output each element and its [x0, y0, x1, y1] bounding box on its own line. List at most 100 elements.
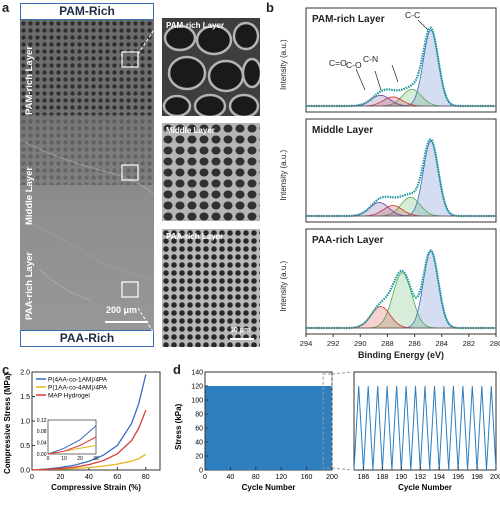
- inset-y-tick-label: 0.08: [37, 429, 47, 435]
- y-tick-label: 40: [195, 440, 203, 447]
- y-tick-label: 140: [191, 370, 203, 377]
- zoom-connector: [331, 371, 353, 375]
- zoom-x-tick-label: 194: [433, 474, 445, 481]
- xps-peak-annotation: C=O: [329, 58, 347, 68]
- inset-x-tick-label: 20: [77, 456, 83, 462]
- annotation-arrow: [391, 64, 399, 83]
- y-tick-label: 60: [195, 426, 203, 433]
- x-tick-label: 0: [203, 474, 207, 481]
- series-line: [31, 374, 147, 471]
- y-tick-label: 100: [191, 398, 203, 405]
- inset-y-tick-label: 0.00: [37, 452, 47, 458]
- xps-peak-annotation: C-N: [363, 54, 378, 64]
- xps-x-tick-label: 282: [463, 339, 476, 348]
- zoom-stress-line: [353, 385, 497, 471]
- y-tick-label: 20: [195, 454, 203, 461]
- zoom-label-paa: PAA-rich Layer: [166, 232, 224, 241]
- scale-bar-zoom-label: 10 μm: [230, 327, 251, 334]
- y-tick-label: 80: [195, 412, 203, 419]
- zoom-region-box: [322, 373, 333, 469]
- xps-peak-component: [306, 29, 496, 107]
- cyclic-stress-chart: 0 40 80 120 160 200 0 20 40 60 80 100 120 140 Cycle Nu…: [174, 370, 500, 493]
- x-tick-label: 60: [113, 474, 121, 481]
- zoom-x-tick-label: 190: [395, 474, 407, 481]
- x-axis-label: Compressive Strain (%): [51, 483, 141, 492]
- inset-x-tick-label: 10: [61, 456, 67, 462]
- inset-x-tick-label: 30: [93, 456, 99, 462]
- panel-label-d: d: [173, 362, 181, 377]
- y-tick-label: 0.5: [20, 443, 30, 450]
- pam-rich-box: PAM-Rich: [20, 3, 154, 20]
- xps-x-tick-label: 292: [327, 339, 340, 348]
- legend-label: MAP Hydrogel: [48, 393, 90, 400]
- xps-chart: PAM-rich Layer Intensity (a.u.) C=O C-OC-N C…: [279, 7, 500, 360]
- inset-x-tick-label: 0: [47, 456, 50, 462]
- scale-bar-main-label: 200 μm: [106, 305, 138, 315]
- xps-frame: [305, 118, 497, 223]
- xps-x-tick-label: 290: [354, 339, 367, 348]
- inset-y-tick-label: 0.04: [37, 440, 47, 446]
- zoom-label-pam: PAM-rich Layer: [166, 21, 225, 30]
- inset-y-tick-label: 0.12: [37, 418, 47, 424]
- annotation-arrow: [355, 68, 366, 91]
- inset-series-line: [47, 425, 97, 455]
- paa-rich-box: PAA-Rich: [20, 330, 154, 347]
- x-tick-label: 40: [85, 474, 93, 481]
- sem-zoom-middle: Middle Layer: [162, 123, 260, 221]
- annotation-arrow: [374, 70, 382, 91]
- panel-label-a: a: [2, 0, 10, 15]
- y-tick-label: 2.0: [20, 370, 30, 377]
- y-axis-label: Stress (kPa): [174, 403, 183, 450]
- legend-label: P(1AA-co-4AM)/4PA: [48, 385, 108, 392]
- zoom-x-tick-label: 192: [414, 474, 426, 481]
- xps-envelope-fit: [306, 137, 495, 218]
- zoom-frame: [353, 371, 497, 471]
- compression-chart: 0 20 40 60 80 0.0 0.5 1.0 1.5 2.0 Compressive Stra…: [3, 370, 161, 492]
- xps-ylabel: Intensity (a.u.): [279, 39, 288, 90]
- x-tick-label: 0: [30, 474, 34, 481]
- zoom-x-tick-label: 200: [490, 474, 500, 481]
- stress-cycles-fill: [205, 386, 332, 470]
- xps-subplot-title: Middle Layer: [312, 125, 373, 136]
- y-axis-label: Compressive Stress (MPa): [3, 373, 12, 474]
- x-tick-label: 80: [142, 474, 150, 481]
- sem-zoom-paa: PAA-rich Layer 10 μm: [162, 229, 260, 347]
- xps-ylabel: Intensity (a.u.): [279, 149, 288, 200]
- zoom-x-tick-label: 186: [358, 474, 370, 481]
- panel-label-c: c: [2, 362, 10, 377]
- xps-frame: [305, 228, 497, 335]
- xps-x-tick-label: 294: [300, 339, 313, 348]
- xps-subplot-title: PAM-rich Layer: [312, 14, 385, 25]
- x-tick-label: 120: [275, 474, 287, 481]
- zoom-x-tick-label: 196: [452, 474, 464, 481]
- zoom-label-middle: Middle Layer: [166, 126, 215, 135]
- zoom-x-tick-label: 188: [377, 474, 389, 481]
- inset-series-line: [47, 436, 97, 455]
- xps-ylabel: Intensity (a.u.): [279, 260, 288, 311]
- side-label-paa: PAA-rich Layer: [24, 252, 35, 320]
- zoom-x-tick-label: 198: [471, 474, 483, 481]
- side-label-pam: PAM-rich Layer: [24, 46, 35, 115]
- xps-frame: [305, 7, 497, 113]
- xps-x-tick-label: 284: [435, 339, 448, 348]
- x-tick-label: 40: [227, 474, 235, 481]
- y-tick-label: 0.0: [20, 468, 30, 475]
- zoom-x-axis-label: Cycle Number: [398, 483, 452, 492]
- panel-label-b: b: [266, 0, 274, 15]
- legend-label: P(4AA-co-1AM)/4PA: [48, 377, 108, 384]
- xps-peak-annotation: C-C: [405, 10, 420, 20]
- xps-peak-annotation: C-O: [346, 60, 362, 70]
- xps-xlabel: Binding Energy (eV): [358, 350, 444, 360]
- x-tick-label: 20: [57, 474, 65, 481]
- xps-subplot-title: PAA-rich Layer: [312, 235, 384, 246]
- y-tick-label: 1.0: [20, 419, 30, 426]
- xps-x-tick-label: 288: [381, 339, 394, 348]
- y-tick-label: 1.5: [20, 394, 30, 401]
- sem-cross-section: PAM-rich Layer Middle Layer PAA-rich Lay…: [20, 20, 154, 330]
- series-line: [31, 409, 147, 471]
- zoom-connector-lines: [138, 18, 163, 347]
- x-tick-label: 80: [252, 474, 260, 481]
- y-tick-label: 120: [191, 384, 203, 391]
- x-tick-label: 200: [326, 474, 338, 481]
- xps-x-tick-label: 286: [408, 339, 421, 348]
